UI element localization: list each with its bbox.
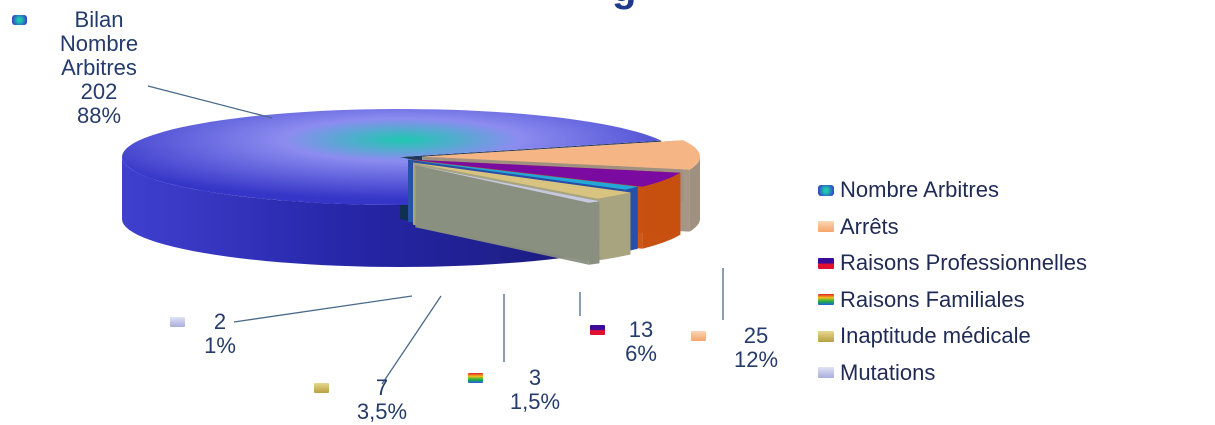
legend-item-raisons-familiales: Raisons Familiales — [818, 282, 1087, 319]
leader-line-mutations — [233, 295, 413, 323]
label-swatch-mutations — [170, 317, 185, 327]
label-value: 2 — [213, 309, 227, 334]
legend-item-nombre-arbitres: Nombre Arbitres — [818, 172, 1087, 209]
data-label-inaptitude-medicale: 7 3,5% — [314, 375, 422, 424]
legend-item-arrets: Arrêts — [818, 209, 1087, 246]
chart-legend: Nombre Arbitres Arrêts Raisons Professio… — [818, 172, 1087, 391]
label-swatch-arrets — [691, 331, 706, 341]
legend-label: Raisons Familiales — [840, 286, 1025, 312]
label-swatch-inaptitude-medicale — [314, 383, 329, 393]
legend-item-raisons-professionnelles: Raisons Professionnelles — [818, 245, 1087, 282]
data-label-mutations: 2 1% — [170, 309, 250, 358]
legend-label: Mutations — [840, 359, 936, 385]
legend-item-mutations: Mutations — [818, 355, 1087, 392]
legend-label: Inaptitude médicale — [840, 323, 1031, 349]
data-label-nombre-arbitres: Bilan Nombre Arbitres 202 88% — [12, 7, 164, 128]
pie-slice-top — [415, 165, 600, 203]
legend-swatch-mutations — [818, 367, 834, 379]
pie-slice-top — [421, 140, 700, 170]
label-percent: 3,5% — [356, 399, 408, 424]
label-value: 25 — [743, 323, 769, 348]
label-swatch-raisons-familiales — [468, 373, 483, 383]
data-label-arrets: 25 12% — [691, 323, 796, 372]
legend-swatch-nombre-arbitres — [818, 184, 834, 196]
leader-line-nombre-arbitres — [147, 85, 273, 119]
legend-swatch-arrets — [818, 221, 834, 233]
legend-item-inaptitude-medicale: Inaptitude médicale — [818, 318, 1087, 355]
legend-label: Nombre Arbitres — [840, 177, 999, 203]
pie-slice-top — [413, 162, 631, 199]
legend-label: Raisons Professionnelles — [840, 250, 1088, 276]
leader-lines — [147, 85, 724, 385]
leader-line-inaptitude-medicale — [381, 295, 442, 385]
chart-title-fragment: g — [612, 0, 636, 11]
legend-swatch-raisons-familiales — [818, 294, 834, 306]
label-value: 202 — [80, 79, 118, 104]
legend-swatch-raisons-professionnelles — [818, 257, 834, 269]
pie-slice-side — [689, 156, 700, 232]
label-category-line2: Arbitres — [61, 55, 137, 80]
label-percent: 12% — [733, 347, 779, 372]
pie-slice-top — [122, 109, 662, 205]
data-label-raisons-familiales: 3 1,5% — [468, 365, 575, 414]
label-percent: 1% — [204, 333, 236, 358]
pie-slice-top — [412, 159, 681, 187]
label-category-line1: Nombre — [59, 31, 139, 56]
label-value: 7 — [375, 375, 389, 400]
label-percent: 6% — [625, 341, 657, 366]
label-value: 3 — [528, 365, 542, 390]
legend-swatch-inaptitude-medicale — [818, 330, 834, 342]
label-percent: 1,5% — [509, 389, 561, 414]
pie-slice-cut-face — [415, 165, 589, 265]
label-swatch-nombre-arbitres — [12, 15, 27, 25]
pie-slice-side — [122, 157, 574, 267]
label-swatch-raisons-professionnelles — [590, 325, 605, 335]
label-percent: 88% — [76, 103, 122, 128]
pie-slice-mutations — [415, 165, 600, 265]
data-label-raisons-professionnelles: 13 6% — [590, 317, 676, 366]
label-value: 13 — [628, 317, 654, 342]
label-header: Bilan — [74, 7, 124, 32]
legend-label: Arrêts — [840, 213, 899, 239]
pie-slice-top — [408, 159, 638, 190]
